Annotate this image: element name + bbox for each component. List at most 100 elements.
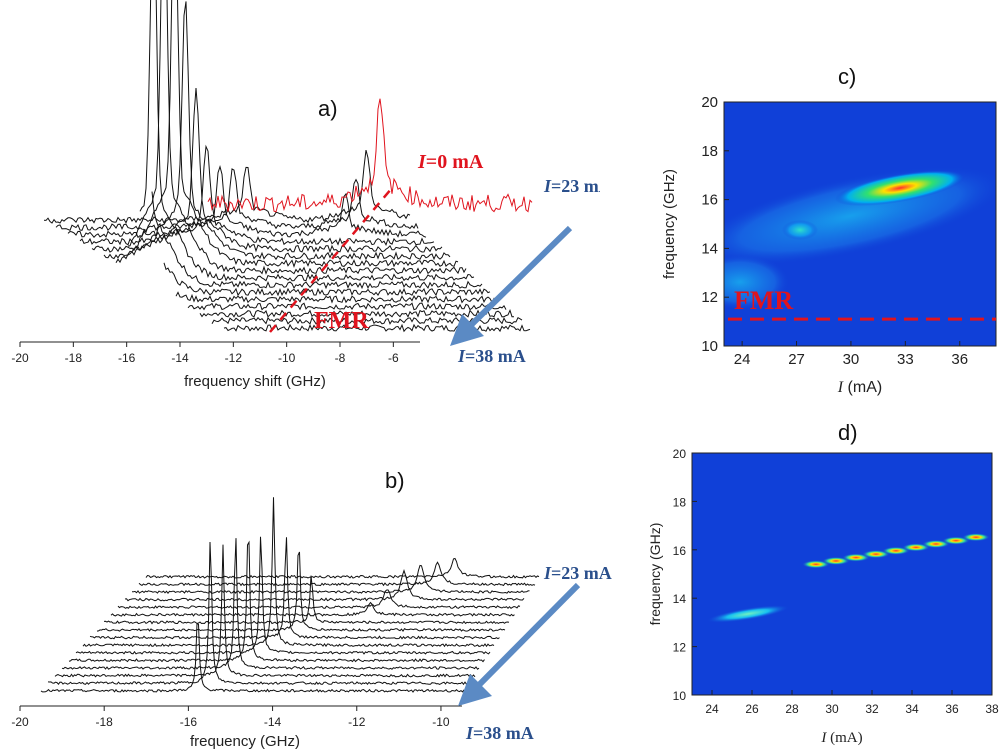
c-low-halo	[724, 254, 790, 310]
a-trace	[175, 291, 499, 304]
a-trace	[139, 0, 475, 282]
b-trace	[54, 544, 476, 678]
c-y-tick-label: 10	[701, 338, 718, 355]
a-trace	[187, 302, 507, 311]
chart-d-heatmap: 24 26 28 30 32 34 36 38 10 12 14 16 18 20 frequency (…	[650, 447, 999, 746]
chart-b-waterfall: -20 -18 -16 -14 -12 -10 frequency (GHz) I=23 …	[11, 497, 612, 750]
a-x-axis-label: frequency shift (GHz)	[184, 373, 326, 390]
b-trace	[131, 564, 530, 595]
a-x-tick-label: -20	[11, 351, 29, 365]
a-trace	[151, 191, 483, 290]
d-y-tick-label: 10	[673, 689, 687, 703]
b-annotation-i23: I=23 mA	[543, 563, 612, 583]
a-x-tick-label: -8	[335, 351, 346, 365]
chart-c-heatmap: 24 27 30 33 36 10 12 14 16 18 20 frequency (GHz) I…	[661, 94, 997, 396]
c-y-tick-label: 18	[701, 143, 718, 160]
c-mid-spot	[782, 220, 818, 240]
b-x-tick-label: -12	[348, 715, 366, 729]
a-trace	[211, 316, 523, 325]
c-y-tick-label: 16	[701, 192, 718, 209]
d-x-tick-label: 28	[785, 702, 799, 716]
a-x-tick-label: -6	[388, 351, 399, 365]
c-fmr-label: FMR	[734, 286, 793, 315]
panel-label-a: a)	[318, 96, 338, 121]
d-y-axis-label: frequency (GHz)	[650, 523, 663, 626]
d-high-band-peak	[962, 533, 990, 542]
b-x-tick-label: -14	[264, 715, 282, 729]
a-trace	[163, 262, 491, 297]
b-trace	[68, 540, 485, 663]
b-trace	[89, 537, 500, 640]
b-annotation-i38: I=38 mA	[465, 723, 534, 743]
c-y-axis-label: frequency (GHz)	[661, 169, 678, 279]
c-x-tick-label: 33	[897, 351, 914, 368]
d-low-band	[706, 605, 790, 623]
a-x-tick-label: -12	[225, 351, 243, 365]
d-x-axis-label: I (mA)	[820, 730, 862, 746]
a-trace	[43, 149, 411, 225]
b-trace	[40, 622, 465, 693]
a-annotation-i0: I=0 mA	[417, 151, 484, 173]
b-trace	[47, 541, 470, 686]
c-main-peak	[834, 170, 966, 206]
d-y-tick-label: 14	[673, 592, 687, 606]
b-x-tick-label: -18	[96, 715, 114, 729]
b-x-tick-label: -16	[180, 715, 198, 729]
a-trace	[91, 87, 443, 254]
d-plot-area	[692, 453, 992, 695]
b-trace	[145, 557, 540, 579]
b-trace	[75, 536, 491, 655]
d-x-tick-label: 30	[825, 702, 839, 716]
panel-label-d: d)	[838, 420, 858, 445]
b-trace	[103, 575, 510, 625]
panel-label-b: b)	[385, 468, 405, 493]
a-x-tick-label: -10	[278, 351, 296, 365]
c-y-tick-label: 12	[701, 289, 718, 306]
a-trace	[79, 144, 435, 247]
b-x-tick-label: -20	[11, 715, 29, 729]
b-trace	[138, 561, 536, 587]
c-x-tick-label: 24	[734, 351, 751, 368]
d-x-tick-label: 34	[905, 702, 919, 716]
a-annotation-i23: I=23 mA	[543, 176, 600, 196]
d-x-tick-label: 38	[985, 702, 999, 716]
d-x-tick-label: 26	[745, 702, 759, 716]
a-x-tick-label: -18	[65, 351, 83, 365]
a-fmr-label: FMR	[314, 308, 369, 334]
c-x-tick-label: 27	[788, 351, 805, 368]
panel-label-c: c)	[838, 64, 857, 89]
c-y-tick-label: 14	[701, 240, 718, 257]
d-x-tick-label: 24	[705, 702, 719, 716]
a-trace	[67, 164, 427, 239]
a-x-tick-label: -14	[171, 351, 189, 365]
d-x-tick-label: 36	[945, 702, 959, 716]
d-y-tick-label: 18	[673, 495, 687, 509]
d-y-tick-label: 16	[673, 544, 687, 558]
c-x-tick-label: 36	[951, 351, 968, 368]
a-trace	[127, 0, 467, 275]
b-trace	[61, 538, 480, 670]
a-trace	[55, 168, 419, 232]
d-x-tick-label: 32	[865, 702, 879, 716]
b-trace	[124, 569, 525, 602]
b-arrow-shaft	[473, 582, 581, 691]
a-trace-zero-current	[207, 98, 533, 213]
b-arrow-head	[458, 674, 492, 706]
d-y-tick-label: 12	[673, 641, 687, 655]
a-x-tick-label: -16	[118, 351, 136, 365]
b-trace	[82, 497, 495, 648]
a-annotation-i38: I=38 mA	[457, 346, 526, 366]
c-y-tick-label: 20	[701, 94, 718, 111]
b-trace	[110, 601, 515, 617]
a-trace	[115, 0, 459, 268]
b-trace	[96, 551, 506, 632]
b-x-axis-label: frequency (GHz)	[190, 733, 300, 750]
a-arrow-shaft	[465, 225, 573, 331]
d-y-tick-label: 20	[673, 447, 687, 461]
c-x-tick-label: 30	[843, 351, 860, 368]
b-trace	[117, 589, 521, 610]
b-x-tick-label: -10	[432, 715, 450, 729]
chart-a-waterfall: -20 -18 -16 -14 -12 -10 -8 -6 frequency shift (…	[11, 0, 600, 390]
c-x-axis-label: I (mA)	[837, 379, 882, 396]
a-arrow-head	[450, 314, 484, 346]
